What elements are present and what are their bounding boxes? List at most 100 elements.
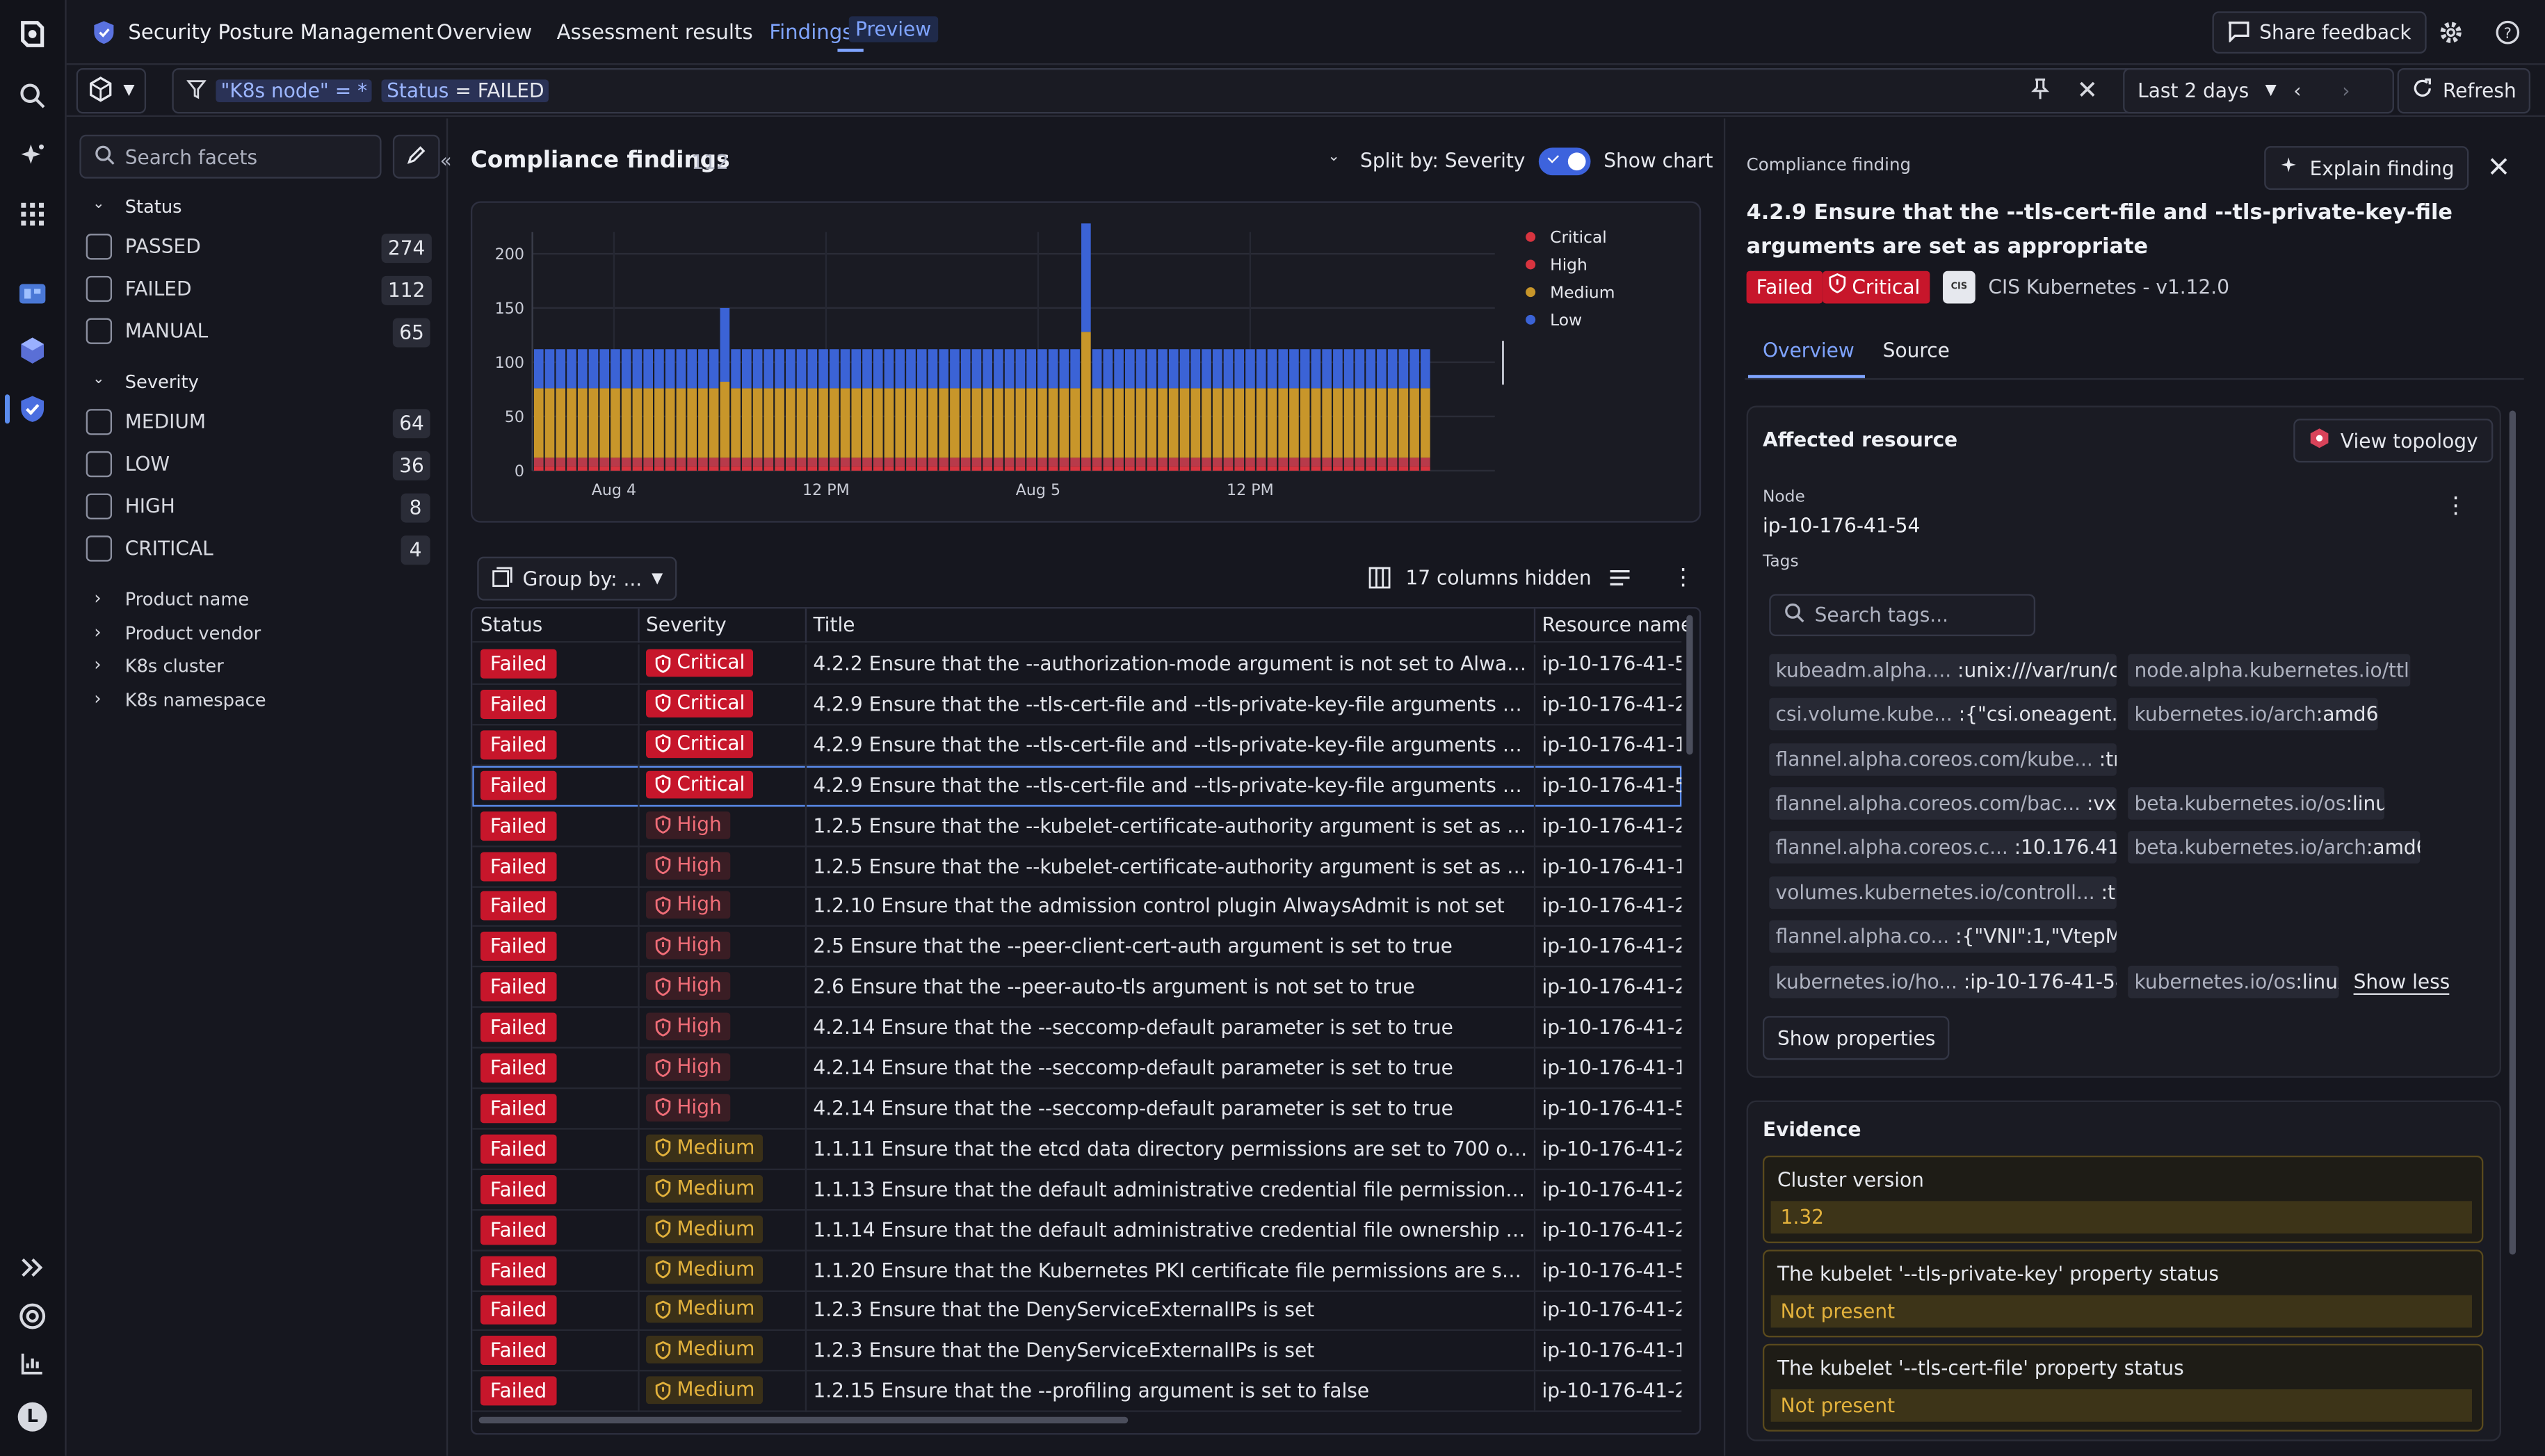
resource-cell[interactable]: ip-10-176-41-21 <box>1542 895 1681 918</box>
resource-cell[interactable]: ip-10-176-41-13 <box>1542 854 1681 877</box>
tag-chip[interactable]: volumes.kubernetes.io/controll... :true <box>1769 876 2117 909</box>
node-more-icon[interactable]: ⋮ <box>2444 493 2467 519</box>
row-density-icon[interactable] <box>1608 568 1631 592</box>
facet-checkbox-critical[interactable] <box>86 535 113 562</box>
ai-sparkle-icon[interactable] <box>15 138 50 173</box>
tab-overview[interactable]: Overview <box>1762 339 1855 362</box>
title-cell[interactable]: 4.2.2 Ensure that the --authorization-mo… <box>813 652 1528 676</box>
resource-cell[interactable]: ip-10-176-41-21 <box>1542 1299 1681 1322</box>
title-cell[interactable]: 4.2.14 Ensure that the --seccomp-default… <box>813 1056 1453 1080</box>
columns-icon[interactable] <box>1368 567 1391 594</box>
resource-cell[interactable]: ip-10-176-41-54 <box>1542 773 1681 797</box>
facet-group-severity[interactable]: Severity <box>124 371 199 393</box>
resource-cell[interactable]: ip-10-176-41-21 <box>1542 1137 1681 1160</box>
chevron-down-icon[interactable]: ⌄ <box>1327 149 1340 166</box>
help-lifebuoy-icon[interactable] <box>15 1298 50 1334</box>
resource-cell[interactable]: ip-10-176-41-54 <box>1542 1259 1681 1281</box>
facet-checkbox-high[interactable] <box>86 493 113 519</box>
column-header-severity[interactable]: Severity <box>646 613 727 637</box>
table-row[interactable]: Failed Critical 4.2.9 Ensure that the --tl… <box>472 725 1682 766</box>
table-row[interactable]: Failed Medium 1.1.13 Ensure that the defau… <box>472 1170 1682 1211</box>
resource-cell[interactable]: ip-10-176-41-21 <box>1542 814 1681 837</box>
chevron-right-icon[interactable]: › <box>94 688 102 710</box>
resource-cell[interactable]: ip-10-176-41-13 <box>1542 1056 1681 1080</box>
facet-checkbox-manual[interactable] <box>86 318 113 344</box>
table-row[interactable]: Failed High 1.2.5 Ensure that the --kubele… <box>472 806 1682 847</box>
tag-chip[interactable]: beta.kubernetes.io/arch:amd64 <box>2128 831 2421 864</box>
title-cell[interactable]: 1.1.13 Ensure that the default administr… <box>813 1177 1527 1201</box>
tag-chip[interactable]: beta.kubernetes.io/os:linux <box>2128 787 2384 820</box>
security-posture-app-icon[interactable] <box>15 391 50 427</box>
chevron-down-icon[interactable]: ⌄ <box>92 371 105 388</box>
title-cell[interactable]: 2.6 Ensure that the --peer-auto-tls argu… <box>813 976 1415 998</box>
title-cell[interactable]: 2.5 Ensure that the --peer-client-cert-a… <box>813 935 1453 958</box>
title-cell[interactable]: 1.2.15 Ensure that the --profiling argum… <box>813 1380 1370 1403</box>
facet-checkbox-failed[interactable] <box>86 275 113 302</box>
explain-finding-button[interactable]: Explain finding <box>2264 146 2469 191</box>
resource-cell[interactable]: ip-10-176-41-21 <box>1542 693 1681 716</box>
facet-checkbox-passed[interactable] <box>86 234 113 260</box>
tag-chip[interactable]: node.alpha.kubernetes.io/ttl:0 <box>2128 654 2411 687</box>
entity-selector-button[interactable]: ▼ <box>76 68 146 114</box>
table-row[interactable]: Failed Medium 1.1.20 Ensure that the Kuber… <box>472 1250 1682 1291</box>
more-options-icon[interactable]: ⋮ <box>1672 565 1695 591</box>
column-header-status[interactable]: Status <box>480 613 543 637</box>
tag-search-input[interactable]: Search tags... <box>1769 594 2036 637</box>
title-cell[interactable]: 1.1.20 Ensure that the Kubernetes PKI ce… <box>813 1259 1527 1281</box>
title-cell[interactable]: 4.2.9 Ensure that the --tls-cert-file an… <box>813 693 1527 716</box>
table-row[interactable]: Failed Medium 1.2.15 Ensure that the --pro… <box>472 1371 1682 1413</box>
filter-token-k8s-node[interactable]: "K8s node" = * <box>216 79 373 103</box>
table-vertical-scrollbar[interactable] <box>1686 615 1693 755</box>
table-row[interactable]: Failed High 1.2.5 Ensure that the --kubele… <box>472 846 1682 887</box>
pin-icon[interactable] <box>2029 78 2052 106</box>
resource-cell[interactable]: ip-10-176-41-54 <box>1542 1097 1681 1120</box>
title-cell[interactable]: 4.2.9 Ensure that the --tls-cert-file an… <box>813 733 1527 757</box>
chevron-down-icon[interactable]: ⌄ <box>92 196 105 213</box>
tab-source[interactable]: Source <box>1882 339 1950 362</box>
group-by-button[interactable]: Group by: ... ▼ <box>477 556 678 601</box>
analytics-icon[interactable] <box>15 1345 50 1381</box>
expand-rail-icon[interactable] <box>15 1249 50 1285</box>
tag-chip[interactable]: csi.volume.kube... :{"csi.oneagent.d... <box>1769 697 2117 731</box>
nav-findings[interactable]: Findings <box>769 19 853 45</box>
tag-chip[interactable]: kubernetes.io/ho... :ip-10-176-41-54 <box>1769 965 2117 998</box>
facet-group-k8s-cluster[interactable]: K8s cluster <box>124 656 224 677</box>
view-topology-button[interactable]: View topology <box>2293 419 2493 463</box>
tag-chip[interactable]: flannel.alpha.coreos.com/kube... :true <box>1769 743 2117 776</box>
split-by-selector[interactable]: Split by: Severity <box>1360 149 1526 172</box>
tag-chip[interactable]: kubeadm.alpha.... :unix:///var/run/c... <box>1769 654 2117 687</box>
next-timeframe-icon[interactable]: › <box>2342 79 2350 103</box>
resource-cell[interactable]: ip-10-176-41-21 <box>1542 935 1681 958</box>
search-icon[interactable] <box>15 78 50 113</box>
table-row[interactable]: Failed High 4.2.14 Ensure that the --secco… <box>472 1048 1682 1090</box>
title-cell[interactable]: 1.1.11 Ensure that the etcd data directo… <box>813 1137 1527 1160</box>
table-row[interactable]: Failed High 2.5 Ensure that the --peer-cli… <box>472 927 1682 968</box>
facet-group-product-vendor[interactable]: Product vendor <box>124 623 261 645</box>
table-row[interactable]: Failed Medium 1.2.3 Ensure that the DenySe… <box>472 1331 1682 1373</box>
table-row[interactable]: Failed Medium 1.1.14 Ensure that the defau… <box>472 1210 1682 1251</box>
show-properties-button[interactable]: Show properties <box>1762 1016 1950 1060</box>
panel-scrollbar[interactable] <box>2509 410 2516 1255</box>
nav-overview[interactable]: Overview <box>436 19 533 45</box>
facet-group-product-name[interactable]: Product name <box>124 589 250 610</box>
timeframe-selector[interactable]: Last 2 days ▼ ‹ › <box>2123 68 2394 114</box>
share-feedback-button[interactable]: Share feedback <box>2212 11 2426 54</box>
resource-cell[interactable]: ip-10-176-41-13 <box>1542 733 1681 757</box>
close-panel-icon[interactable] <box>2488 156 2509 181</box>
tag-chip[interactable]: flannel.alpha.co... :{"VNI":1,"VtepM... <box>1769 920 2117 953</box>
table-row[interactable]: Failed Critical 4.2.2 Ensure that the --au… <box>472 644 1682 686</box>
infrastructure-app-icon[interactable] <box>15 333 50 369</box>
table-row[interactable]: Failed Critical 4.2.9 Ensure that the --tl… <box>472 766 1682 807</box>
table-row[interactable]: Failed Critical 4.2.9 Ensure that the --tl… <box>472 684 1682 726</box>
table-row[interactable]: Failed High 2.6 Ensure that the --peer-aut… <box>472 967 1682 1008</box>
resource-cell[interactable]: ip-10-176-41-21 <box>1542 1177 1681 1201</box>
table-row[interactable]: Failed Medium 1.2.3 Ensure that the DenySe… <box>472 1291 1682 1332</box>
resource-cell[interactable]: ip-10-176-41-21 <box>1542 976 1681 998</box>
filter-query-input[interactable]: "K8s node" = * Status = FAILED <box>172 68 2175 114</box>
title-cell[interactable]: 4.2.14 Ensure that the --seccomp-default… <box>813 1016 1453 1040</box>
resource-cell[interactable]: ip-10-176-41-54 <box>1542 652 1681 676</box>
title-cell[interactable]: 1.2.3 Ensure that the DenyServiceExterna… <box>813 1299 1315 1322</box>
nav-assessment-results[interactable]: Assessment results <box>556 19 753 45</box>
dynatrace-logo-icon[interactable] <box>15 16 50 51</box>
resource-cell[interactable]: ip-10-176-41-13 <box>1542 1339 1681 1363</box>
